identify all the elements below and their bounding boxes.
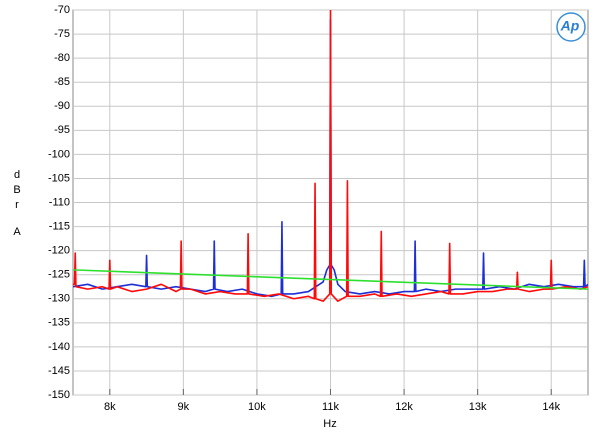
x-tick-label: 13k [469, 401, 487, 413]
x-tick-label: 10k [248, 401, 266, 413]
y-axis-label: A [13, 226, 21, 238]
y-tick-label: -90 [54, 100, 70, 112]
x-axis-label: Hz [323, 418, 336, 430]
y-tick-label: -120 [48, 245, 70, 257]
y-tick-label: -145 [48, 365, 70, 377]
x-tick-label: 14k [542, 401, 560, 413]
y-tick-label: -135 [48, 317, 70, 329]
y-tick-label: -150 [48, 389, 70, 401]
y-tick-label: -75 [54, 28, 70, 40]
y-tick-label: -140 [48, 341, 70, 353]
y-tick-label: -70 [54, 4, 70, 16]
y-tick-label: -130 [48, 293, 70, 305]
y-tick-label: -105 [48, 172, 70, 184]
y-tick-label: -85 [54, 76, 70, 88]
labels: -70 -75 -80 -85 -90 -95 -100 -105 -110 -115 -120 -1… [13, 4, 560, 413]
x-tick-label: 8k [104, 401, 116, 413]
x-tick-label: 9k [178, 401, 190, 413]
y-axis-label: r [15, 199, 19, 211]
y-axis-label: B [13, 184, 20, 196]
x-tick-label: 12k [395, 401, 413, 413]
y-tick-label: -115 [49, 220, 70, 232]
y-tick-label: -125 [48, 269, 70, 281]
logo-badge [556, 12, 586, 42]
logo: Ap [560, 18, 580, 34]
y-tick-label: -100 [48, 148, 70, 160]
y-tick-label: -110 [49, 196, 70, 208]
y-tick-label: -95 [54, 124, 70, 136]
trace [73, 269, 588, 290]
y-tick-label: -80 [54, 52, 70, 64]
trace [73, 10, 588, 302]
x-tick-label: 11k [322, 401, 339, 413]
y-axis-label: d [14, 169, 20, 181]
traces [73, 10, 588, 302]
